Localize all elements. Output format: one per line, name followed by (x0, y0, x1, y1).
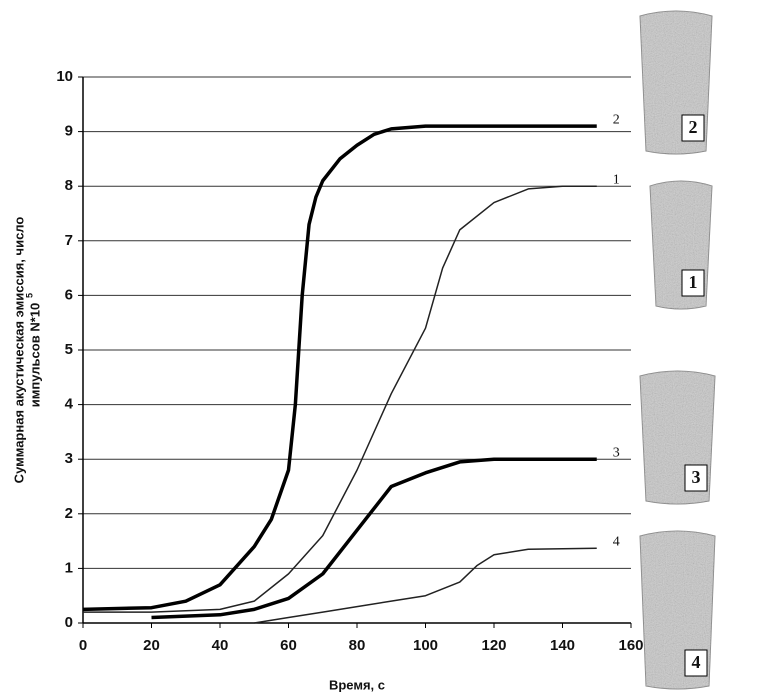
sample-label-box (684, 464, 708, 492)
sample-label-box (681, 114, 705, 142)
y-tick-label: 5 (65, 341, 73, 358)
data-line (82, 124, 597, 612)
series-label: 2 (613, 112, 620, 127)
x-tick-label: 100 (413, 637, 438, 654)
y-tick-label: 10 (56, 68, 73, 85)
y-tick-label: 2 (65, 505, 73, 522)
sample-label: 4 (692, 652, 701, 672)
y-tick-label: 1 (65, 559, 73, 576)
data-line (254, 547, 597, 624)
x-tick-label: 40 (212, 637, 229, 654)
y-tick-label: 7 (65, 232, 73, 249)
sample-label: 3 (692, 467, 701, 487)
x-tick-label: 140 (550, 637, 575, 654)
x-axis-label: Время, с (329, 677, 385, 692)
y-axis-label-sup: 5 (24, 293, 34, 298)
data-line (83, 185, 597, 613)
x-tick-label: 60 (280, 637, 297, 654)
series-label: 1 (613, 172, 620, 187)
sample-label: 1 (689, 272, 698, 292)
y-tick-label: 6 (65, 286, 73, 303)
x-tick-label: 80 (349, 637, 366, 654)
series-label: 4 (613, 534, 620, 549)
y-axis-label-line: импульсов N*10 (27, 303, 42, 407)
sample-photos: 2 1 3 4 (639, 10, 716, 690)
y-tick-label: 8 (65, 177, 73, 194)
x-tick-label: 120 (481, 637, 506, 654)
x-tick-label: 20 (143, 637, 160, 654)
y-tick-label: 9 (65, 123, 73, 140)
series-label: 3 (613, 445, 620, 460)
data-line (151, 457, 597, 620)
y-axis-label-line: Суммарная акустическая эмиссия, число (11, 217, 26, 484)
y-tick-label: 3 (65, 450, 73, 467)
sample-label-box (684, 649, 708, 677)
sample-label-box (681, 269, 705, 297)
x-tick-label: 0 (79, 637, 87, 654)
sample-label: 2 (689, 117, 698, 137)
x-tick-label: 160 (618, 637, 643, 654)
y-axis-label: Суммарная акустическая эмиссия, число имп… (11, 217, 42, 484)
y-tick-label: 0 (65, 614, 73, 631)
y-tick-label: 4 (65, 396, 74, 413)
